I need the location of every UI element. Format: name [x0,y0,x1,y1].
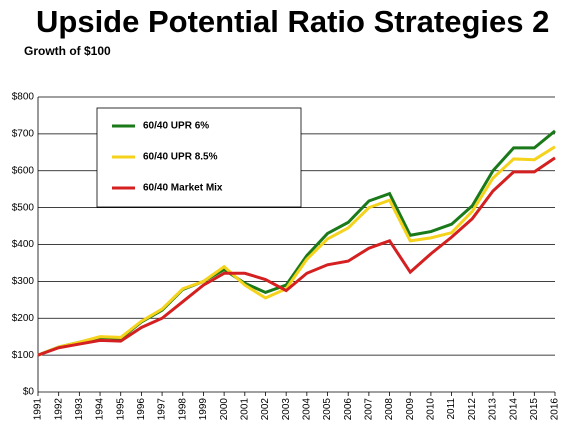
x-tick-label: 2004 [301,398,312,421]
y-tick-label: $0 [23,387,35,398]
legend-label: 60/40 Market Mix [143,183,223,194]
chart-title: Upside Potential Ratio Strategies 2 [36,4,549,39]
x-tick-label: 1997 [157,398,168,421]
x-tick-label: 2001 [239,398,250,421]
y-tick-label: $400 [12,239,35,250]
x-tick-label: 2002 [260,398,271,421]
x-tick-label: 2015 [529,398,540,421]
x-tick-label: 1995 [115,398,126,421]
x-tick-label: 2014 [508,398,519,421]
x-tick-label: 2011 [446,398,457,420]
legend-label: 60/40 UPR 8.5% [143,152,218,163]
x-tick-label: 2010 [426,398,437,421]
x-tick-label: 1998 [177,398,188,421]
x-tick-label: 2012 [467,398,478,421]
y-tick-label: $200 [12,313,35,324]
y-tick-label: $800 [12,92,35,103]
chart-subtitle: Growth of $100 [24,44,111,58]
x-tick-label: 1993 [74,398,85,421]
x-tick-label: 1992 [53,398,64,421]
x-tick-label: 2000 [219,398,230,421]
x-tick-label: 1999 [198,398,209,421]
x-tick-label: 2005 [322,398,333,421]
x-tick-label: 2013 [488,398,499,421]
x-tick-label: 2008 [384,398,395,421]
x-tick-label: 2007 [364,398,375,421]
line-series [37,145,556,357]
y-tick-label: $100 [12,350,35,361]
x-tick-label: 2003 [281,398,292,421]
line-series [37,156,556,357]
x-tick-label: 1996 [136,398,147,421]
y-tick-label: $300 [12,276,35,287]
legend-label: 60/40 UPR 6% [143,121,209,132]
y-tick-label: $600 [12,165,35,176]
y-tick-label: $500 [12,202,35,213]
x-tick-label: 2009 [405,398,416,421]
x-tick-label: 2016 [550,398,561,421]
x-tick-label: 1994 [95,398,106,421]
x-tick-label: 1991 [33,398,44,421]
y-tick-label: $700 [12,129,35,140]
x-tick-label: 2006 [343,398,354,421]
